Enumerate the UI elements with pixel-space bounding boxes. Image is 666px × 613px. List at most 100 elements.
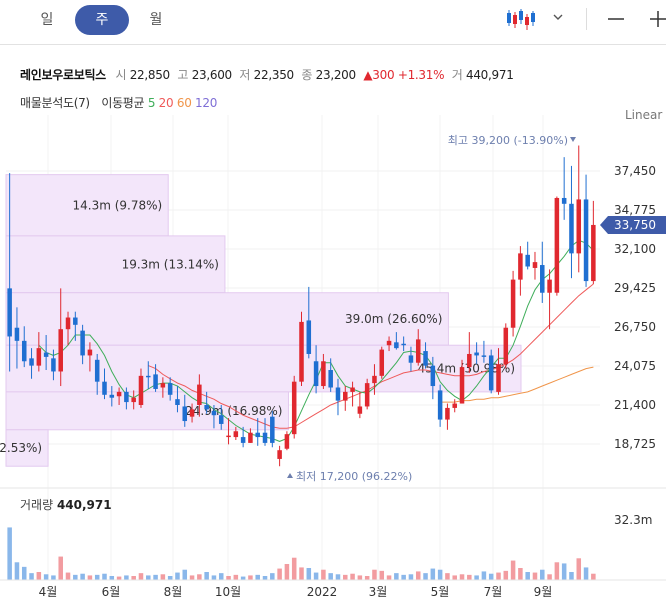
candle-body — [7, 288, 12, 337]
volume-bar — [569, 572, 574, 580]
candle — [182, 394, 188, 427]
candle — [415, 329, 421, 366]
tab-daily[interactable]: 일 — [40, 12, 54, 28]
price-change-pct: +1.31% — [397, 68, 445, 82]
candle — [167, 377, 173, 401]
candle — [248, 428, 253, 443]
candle — [36, 332, 42, 372]
stock-name: 레인보우로보틱스 — [20, 68, 106, 82]
candle — [226, 418, 231, 445]
high-price-annotation: 최고 39,200 (-13.90%) — [448, 134, 568, 147]
x-tick-label: 7월 — [484, 585, 503, 599]
candle — [189, 403, 195, 423]
volume-bar — [14, 562, 20, 580]
candle-body — [547, 279, 552, 293]
volume-bar — [21, 566, 27, 580]
candle-body — [481, 355, 487, 357]
candle — [175, 386, 180, 413]
candle-body — [240, 437, 246, 443]
candle — [204, 391, 209, 414]
volume-panel-value: 440,971 — [56, 498, 112, 512]
tab-weekly[interactable]: 주 — [75, 5, 129, 35]
x-tick-label: 8월 — [164, 585, 183, 599]
candle — [540, 241, 545, 303]
x-tick-label: 9월 — [534, 585, 553, 599]
volume-bar — [488, 573, 494, 580]
candle — [87, 342, 93, 372]
moving-average-toggle[interactable]: 이동평균 — [101, 96, 145, 110]
volume-bar — [474, 575, 479, 580]
high-value: 23,600 — [191, 68, 233, 82]
candle — [430, 356, 436, 400]
volume-bar — [379, 570, 385, 580]
candle-body — [14, 327, 20, 341]
volume-bar — [576, 558, 582, 580]
candle-body — [21, 340, 27, 362]
price-chart[interactable]: 14.3m (9.78%) 19.3m (13.14%) 39.0m (26.60%… — [0, 45, 666, 613]
candle-body — [569, 203, 574, 254]
candle-body — [291, 381, 297, 435]
candle-body — [58, 329, 63, 372]
volume-profile-bar — [5, 391, 289, 431]
candle — [73, 311, 78, 341]
volume-bar — [255, 574, 260, 580]
volume-profile-toggle[interactable]: 매물분석도(7) — [20, 96, 90, 110]
candle — [583, 174, 589, 287]
chart-type-selector[interactable] — [498, 2, 576, 38]
indicator-settings: 매물분석도(7) 이동평균 5 20 60 120 — [20, 94, 217, 111]
volume-bar — [437, 569, 443, 580]
candle — [29, 348, 34, 379]
candle-body — [248, 432, 253, 443]
candle-body — [583, 199, 589, 282]
x-tick-label: 10월 — [215, 585, 241, 599]
volume-bar — [357, 575, 363, 580]
volume-bar — [364, 576, 370, 580]
candle-body — [175, 399, 180, 405]
candle-body — [350, 387, 355, 392]
candle-body — [488, 355, 494, 391]
zoom-out-button[interactable] — [603, 7, 629, 31]
candle — [503, 323, 509, 369]
volume-bar — [58, 556, 63, 580]
zoom-in-button[interactable] — [646, 7, 666, 31]
candle-body — [51, 358, 56, 372]
tab-monthly[interactable]: 월 — [149, 12, 163, 28]
volume-value: 440,971 — [466, 68, 514, 82]
scale-mode-selector[interactable]: Linear — [625, 108, 663, 122]
candle-body — [73, 317, 78, 325]
candle — [561, 157, 567, 220]
volume-label: 거 — [451, 68, 463, 82]
candle-body — [218, 415, 224, 424]
candle — [496, 348, 501, 395]
candle-body — [561, 197, 567, 204]
candle — [306, 286, 312, 359]
candle-body — [532, 262, 538, 268]
candle-body — [423, 351, 428, 366]
candle — [328, 358, 333, 392]
volume-panel-title: 거래량 — [20, 498, 54, 512]
candle-body — [233, 431, 239, 438]
volume-bar — [481, 571, 487, 580]
volume-bar — [240, 576, 246, 580]
candle — [146, 361, 151, 389]
volume-bar — [124, 575, 129, 580]
candle — [445, 403, 450, 430]
candle-body — [255, 432, 260, 438]
candle — [481, 340, 487, 363]
candle — [299, 311, 304, 387]
ma60-line — [440, 366, 594, 403]
candle — [14, 307, 20, 369]
low-marker-icon — [287, 473, 293, 478]
volume-bar — [167, 576, 173, 580]
candle — [510, 270, 516, 337]
candle-body — [80, 330, 85, 356]
low-price-annotation: 최저 17,200 (96.22%) — [296, 470, 412, 483]
candle-body — [102, 381, 107, 395]
candle — [437, 384, 443, 427]
volume-profile-bar — [5, 174, 169, 237]
volume-bar — [160, 574, 166, 580]
candle-body — [467, 353, 472, 368]
candle-body — [518, 253, 523, 280]
x-tick-label: 5월 — [431, 585, 450, 599]
ma60-label: 60 — [176, 96, 192, 110]
